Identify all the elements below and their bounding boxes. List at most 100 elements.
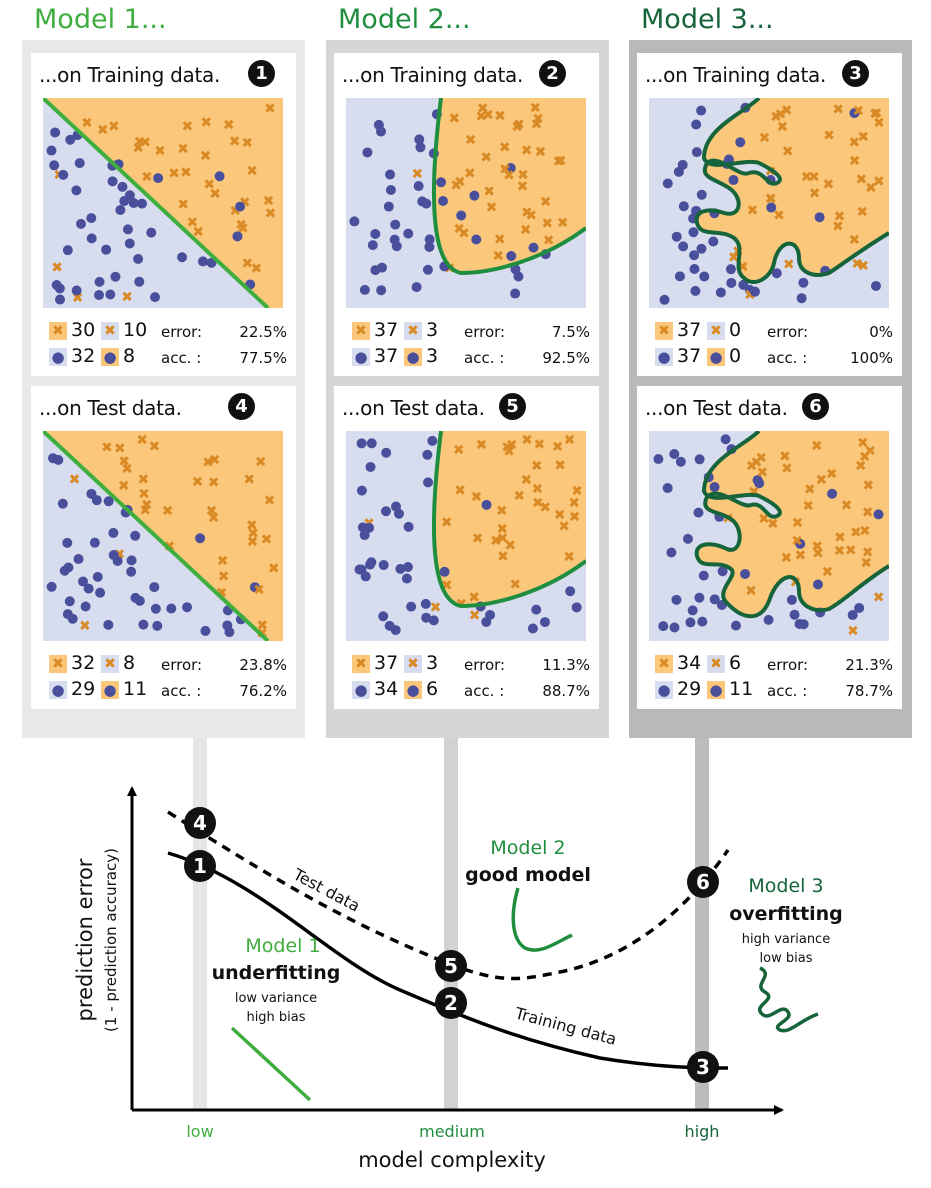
class-cross-point: ✖ [264,493,276,509]
class-cross-point: ✖ [477,101,489,117]
class-cross-point: ✖ [475,109,487,125]
class-dot-point [565,586,576,597]
model-2-annotation-name: Model 2 [490,837,565,859]
class-cross-point: ✖ [237,221,249,237]
class-dot-point [481,499,492,510]
class-cross-point: ✖ [529,101,541,117]
class-cross-point: ✖ [862,478,874,494]
class-dot-point [71,285,82,296]
count-correct-cross: 37 [677,319,702,341]
class-dot-point [378,560,389,571]
class-cross-point: ✖ [453,442,465,458]
count-wrong-cross: 10 [123,319,148,341]
class-cross-point: ✖ [859,524,871,540]
class-dot-point [421,612,432,623]
class-cross-point: ✖ [811,439,823,455]
class-cross-point: ✖ [265,206,277,222]
class-cross-point: ✖ [97,122,109,138]
error-value: 7.5% [551,323,590,341]
error-value: 0% [869,323,893,341]
class-cross-point: ✖ [792,516,804,532]
class-dot-point [662,483,673,494]
panel-number-badge: 6 [802,393,829,420]
class-cross-point: ✖ [251,261,263,277]
scatter-plot: ✖✖✖✖✖✖✖✖✖✖✖✖✖✖✖✖✖✖✖✖✖✖✖✖✖✖✖✖✖✖✖✖✖✖✖✖✖✖✖ [346,431,586,641]
count-wrong-dot: 8 [123,345,136,367]
class-dot-point [678,241,689,252]
class-cross-point: ✖ [206,504,218,520]
class-dot-point [89,537,100,548]
class-dot-point [423,477,434,488]
decision-boundary [431,431,586,609]
class-cross-point: ✖ [261,532,273,548]
class-cross-point: ✖ [756,465,768,481]
class-dot-point [685,617,696,628]
cross-in-blue-swatch: ✖ [101,655,119,673]
class-dot-point [214,171,225,182]
class-dot-point [390,219,401,230]
panel-number-badge: 2 [539,60,566,87]
class-cross-point: ✖ [483,184,495,200]
class-cross-point: ✖ [218,569,230,585]
panel-number-badge: 5 [499,393,526,420]
class-cross-point: ✖ [464,166,476,182]
class-dot-point [166,603,177,614]
class-dot-point [92,571,103,582]
class-dot-point [366,438,377,449]
class-cross-point: ✖ [411,167,423,183]
model-3-annotation-kind: overfitting [729,903,843,925]
class-dot-point [354,564,365,575]
class-dot-point [235,201,246,212]
class-dot-point [367,240,378,251]
class-cross-point: ✖ [808,170,820,186]
model-3-train-panel: ...on Training data. 3 ✖ ✖ ✖ ✖ ✖ ✖ ✖ ✖ ✖ ✖ ✖ ✖ ✖ ✖ ✖ ✖ ✖… [637,53,902,376]
model-1-test-panel: ...on Test data. 4 ✖ ✖ ✖ ✖ ✖ ✖ ✖ ✖ ✖ ✖ ✖ ✖ ✖ ✖ ✖ ✖ ✖ ✖ ✖ ✖ ✖… [31,386,296,709]
class-dot-point [126,555,137,566]
class-dot-point [690,285,701,296]
class-cross-point: ✖ [453,221,465,237]
count-wrong-cross: 3 [426,319,439,341]
class-dot-point [735,137,746,148]
class-cross-point: ✖ [471,490,483,506]
class-dot-point [847,610,858,621]
class-dot-point [699,271,710,282]
class-dot-point [439,566,450,577]
accuracy-value: 76.2% [239,682,287,700]
class-cross-point: ✖ [118,454,130,470]
class-dot-point [58,169,69,180]
class-dot-point [65,134,76,145]
panel-title: ...on Test data. [39,396,182,420]
class-dot-point [359,530,370,541]
class-dot-point [359,284,370,295]
count-correct-cross: 37 [374,319,399,341]
class-dot-point [153,173,164,184]
class-dot-point [117,181,128,192]
class-dot-point [738,279,749,290]
class-cross-point: ✖ [554,458,566,474]
dot-in-orange-swatch: ● [404,348,422,366]
decision-boundary [694,98,889,284]
panel-title: ...on Training data. [645,63,827,87]
class-dot-point [812,579,823,590]
decision-boundary [43,431,270,641]
class-cross-point: ✖ [441,578,453,594]
class-dot-point [528,242,539,253]
class-cross-point: ✖ [728,250,740,266]
count-wrong-cross: 6 [729,652,742,674]
class-dot-point [571,602,582,613]
test-error-curve [167,810,730,981]
class-dot-point [124,190,135,201]
class-dot-point [94,290,105,301]
y-axis-label: prediction error [73,858,97,1021]
count-correct-dot: 32 [71,345,96,367]
class-dot-point [401,573,412,584]
class-cross-point: ✖ [832,102,844,118]
class-cross-point: ✖ [782,144,794,160]
y-axis-sublabel: (1 - prediction accuracy) [102,848,120,1032]
model-1-title: Model 1... [34,4,167,35]
class-cross-point: ✖ [770,110,782,126]
class-cross-point: ✖ [744,288,756,304]
class-cross-point: ✖ [263,193,275,209]
class-dot-point [57,498,68,509]
class-cross-point: ✖ [517,168,529,184]
